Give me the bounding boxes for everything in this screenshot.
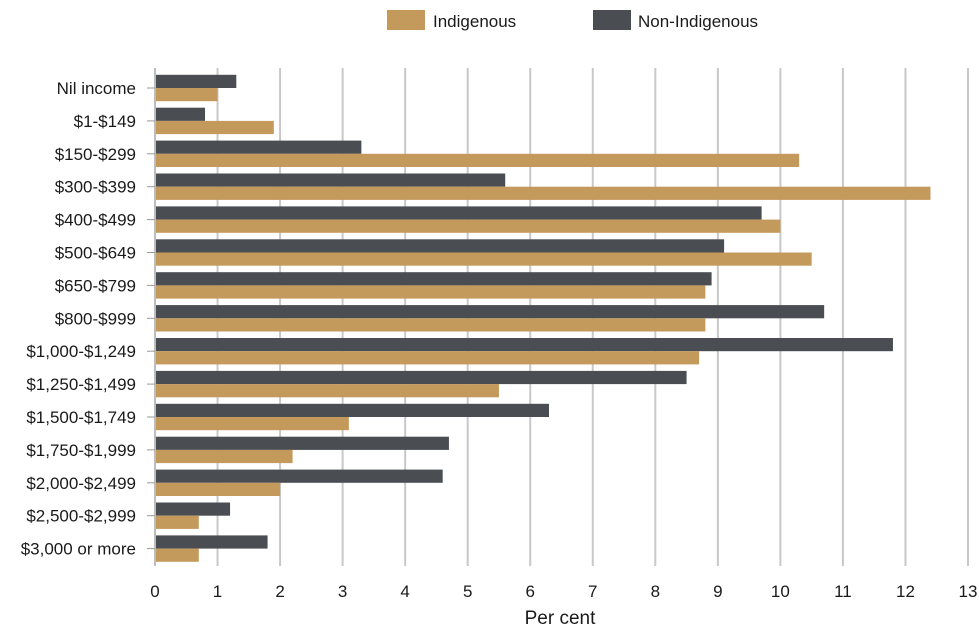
x-tick-label: 11 [834,582,852,601]
category-label: $1,750-$1,999 [26,441,136,460]
x-axis-title: Per cent [525,608,596,629]
category-label: $800-$999 [55,309,136,328]
x-tick-label: 10 [771,582,790,601]
x-tick-label: 2 [275,582,284,601]
category-label: $300-$399 [55,178,136,197]
category-labels: Nil income $1-$149 $150-$299 $300-$399 $400-… [21,79,155,559]
bar-non-indigenous [155,370,687,385]
bar-non-indigenous [155,206,762,220]
category-label: $2,000-$2,499 [26,474,136,493]
bar-indigenous [155,515,199,529]
x-tick-label: 7 [588,582,597,601]
category-label: $150-$299 [55,145,136,164]
bar-indigenous [155,252,812,266]
bar-non-indigenous [155,469,443,483]
bar-non-indigenous [155,436,449,450]
bar-non-indigenous [155,403,549,417]
category-label: $1-$149 [74,112,136,131]
bar-indigenous [155,88,218,102]
bar-indigenous [155,120,274,135]
bar-non-indigenous [155,305,825,319]
category-label: $3,000 or more [21,540,136,559]
category-label: Nil income [57,79,136,98]
bars [154,68,931,566]
bar-non-indigenous [155,535,268,549]
bar-indigenous [155,449,293,464]
bar-indigenous [155,318,706,332]
legend: Indigenous Non-Indigenous [387,10,758,31]
bar-non-indigenous [155,338,893,352]
x-tick-label: 9 [713,582,722,601]
legend-swatch-non-indigenous [593,10,631,30]
x-tick-label: 6 [525,582,534,601]
bar-non-indigenous [155,74,237,88]
legend-label-indigenous: Indigenous [433,12,516,31]
bar-indigenous [155,351,700,365]
category-label: $1,250-$1,499 [26,375,136,394]
x-tick-labels: 0 1 2 3 4 5 6 7 8 9 10 11 12 13 [150,582,977,601]
category-label: $400-$499 [55,211,136,230]
x-tick-label: 8 [651,582,660,601]
x-tick-label: 3 [338,582,347,601]
x-tick-label: 4 [400,582,409,601]
category-label: $500-$649 [55,244,136,263]
bar-indigenous [155,219,781,233]
x-tick-label: 1 [213,582,222,601]
x-tick-label: 0 [150,582,159,601]
category-label: $1,500-$1,749 [26,408,136,427]
bar-indigenous [155,482,281,496]
legend-swatch-indigenous [387,10,425,30]
bar-non-indigenous [155,239,725,253]
x-tick-label: 12 [896,582,915,601]
legend-label-non-indigenous: Non-Indigenous [638,12,758,31]
x-tick-label: 5 [463,582,472,601]
bar-indigenous [155,186,931,200]
category-label: $2,500-$2,999 [26,507,136,526]
category-label: $1,000-$1,249 [26,342,136,361]
bar-non-indigenous [155,272,712,286]
bar-indigenous [155,417,349,431]
bar-indigenous [155,153,800,167]
bar-non-indigenous [155,107,206,121]
category-label: $650-$799 [55,276,136,295]
bar-indigenous [155,285,706,299]
bar-non-indigenous [155,140,362,154]
bar-indigenous [155,548,199,562]
bar-non-indigenous [155,502,231,516]
bar-non-indigenous [155,173,506,187]
bar-indigenous [155,384,499,398]
axes: Nil income $1-$149 $150-$299 $300-$399 $400-… [21,79,978,629]
x-tick-label: 13 [959,582,978,601]
